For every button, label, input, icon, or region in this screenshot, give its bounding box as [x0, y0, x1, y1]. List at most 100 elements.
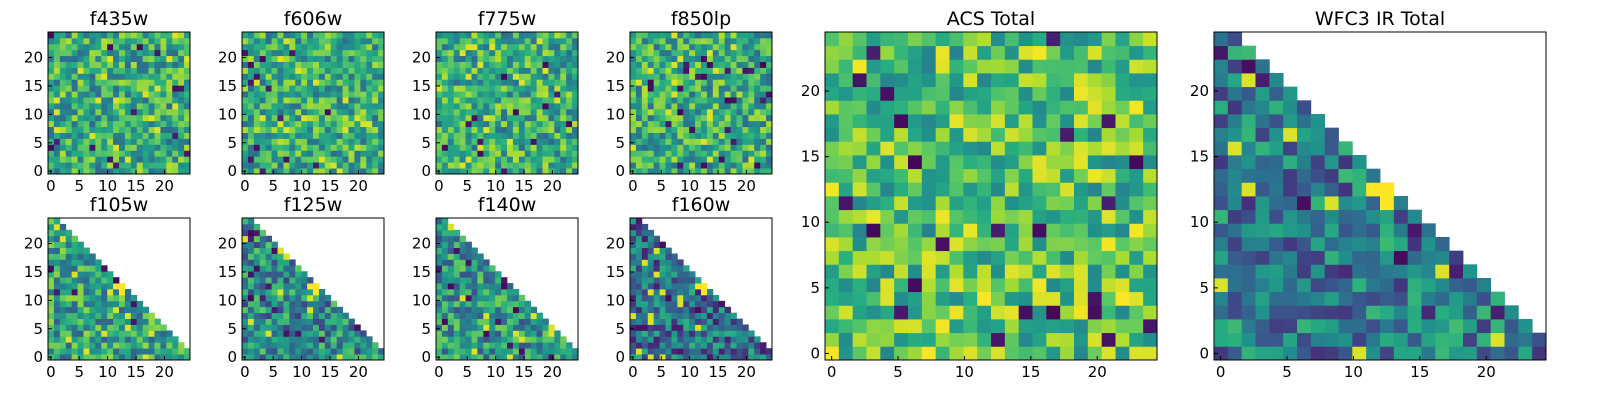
heatmap-cell: [130, 126, 138, 133]
heatmap-cell: [524, 37, 532, 45]
heatmap-cell: [318, 32, 326, 39]
heatmap-cell: [665, 156, 672, 163]
heatmap-cell: [512, 138, 520, 145]
heatmap-cell: [512, 67, 520, 74]
heatmap-cell: [1032, 346, 1047, 361]
heatmap-cell: [447, 253, 455, 260]
heatmap-cell: [1310, 319, 1326, 334]
heatmap-cell: [366, 85, 373, 92]
heatmap-cell: [441, 235, 449, 243]
heatmap-cell: [766, 37, 773, 45]
heatmap-cell: [71, 289, 78, 296]
heatmap-cell: [1255, 100, 1270, 115]
heatmap-cell: [754, 43, 761, 51]
heatmap-cell: [701, 300, 708, 308]
heatmap-cell: [518, 150, 526, 157]
heatmap-cell: [101, 354, 108, 361]
heatmap-cell: [342, 126, 349, 133]
heatmap-cell: [718, 162, 726, 169]
heatmap-cell: [89, 300, 96, 308]
heatmap-cell: [736, 108, 743, 116]
heatmap-cell: [283, 114, 290, 122]
heatmap-cell: [542, 73, 549, 80]
heatmap-cell: [1297, 332, 1312, 347]
heatmap-cell: [307, 37, 314, 45]
heatmap-cell: [107, 156, 114, 163]
heatmap-cells: [242, 218, 385, 361]
heatmap-cell: [271, 283, 278, 290]
heatmap-cell: [630, 103, 637, 110]
heatmap-cell: [65, 132, 73, 139]
heatmap-cell: [671, 79, 678, 86]
heatmap-cell: [647, 324, 655, 331]
heatmap-cell: [677, 300, 684, 308]
heatmap-cell: [635, 342, 643, 349]
heatmap-cell: [459, 289, 466, 296]
heatmap-cell: [148, 330, 155, 337]
heatmap-cell: [336, 354, 343, 361]
heatmap-cell: [119, 85, 126, 92]
heatmap-cell: [336, 342, 343, 349]
heatmap-cell: [453, 324, 461, 331]
axes-frame: [47, 31, 191, 175]
heatmap-cell: [301, 138, 308, 145]
heatmap-cell: [436, 61, 443, 68]
heatmap-cell: [963, 100, 978, 115]
heatmap-cell: [1241, 196, 1256, 211]
heatmap-cell: [271, 126, 278, 133]
heatmap-cell: [160, 150, 167, 157]
heatmap-cell: [318, 150, 326, 157]
heatmap-cell: [501, 126, 508, 133]
heatmap-cell: [124, 348, 132, 355]
heatmap-cell: [259, 330, 267, 337]
heatmap-cell: [253, 324, 261, 331]
heatmap-cell: [324, 156, 332, 163]
heatmap-cell: [1283, 237, 1298, 252]
heatmap-cell: [641, 67, 649, 74]
heatmap-cell: [1255, 209, 1270, 224]
heatmap-cell: [441, 247, 449, 254]
heatmap-cell: [301, 114, 308, 122]
heatmap-cell: [172, 73, 179, 80]
heatmap-cell: [348, 354, 355, 361]
heatmap-cell: [348, 43, 355, 51]
heatmap-cell: [963, 278, 978, 293]
heatmap-cell: [736, 336, 743, 343]
heatmap-cell: [130, 150, 138, 157]
heatmap-cell: [336, 79, 343, 86]
y-tick-label: 10: [412, 105, 431, 123]
heatmap-cell: [1018, 32, 1033, 47]
heatmap-cell: [336, 168, 343, 175]
heatmap-cell: [324, 97, 332, 104]
heatmap-cell: [1407, 223, 1422, 238]
heatmap-cell: [647, 283, 655, 290]
heatmap-cell: [724, 37, 731, 45]
heatmap-cell: [908, 100, 923, 115]
heatmap-cell: [77, 49, 84, 57]
heatmap-cell: [489, 132, 496, 139]
heatmap-cell: [683, 79, 690, 86]
heatmap-cell: [712, 73, 720, 80]
heatmap-cell: [301, 132, 308, 139]
heatmap-cell: [894, 73, 909, 88]
heatmap-cell: [554, 85, 561, 92]
heatmap-cell: [366, 162, 373, 169]
heatmap-cell: [136, 61, 144, 68]
heatmap-cell: [641, 156, 649, 163]
heatmap-cell: [259, 114, 267, 122]
heatmap-cell: [683, 294, 690, 302]
heatmap-cell: [977, 141, 992, 156]
heatmap-cell: [101, 306, 108, 314]
heatmap-cell: [1046, 73, 1061, 88]
heatmap-cell: [107, 32, 114, 39]
heatmap-cell: [313, 103, 320, 110]
heatmap-cell: [59, 73, 67, 80]
heatmap-cell: [113, 306, 120, 314]
heatmap-cell: [572, 61, 579, 68]
heatmap-cell: [348, 114, 355, 122]
heatmap-cell: [277, 144, 284, 151]
heatmap-cell: [1310, 182, 1326, 197]
heatmap-cell: [89, 32, 96, 39]
heatmap-cell: [342, 330, 349, 337]
heatmap-cell: [166, 91, 173, 98]
